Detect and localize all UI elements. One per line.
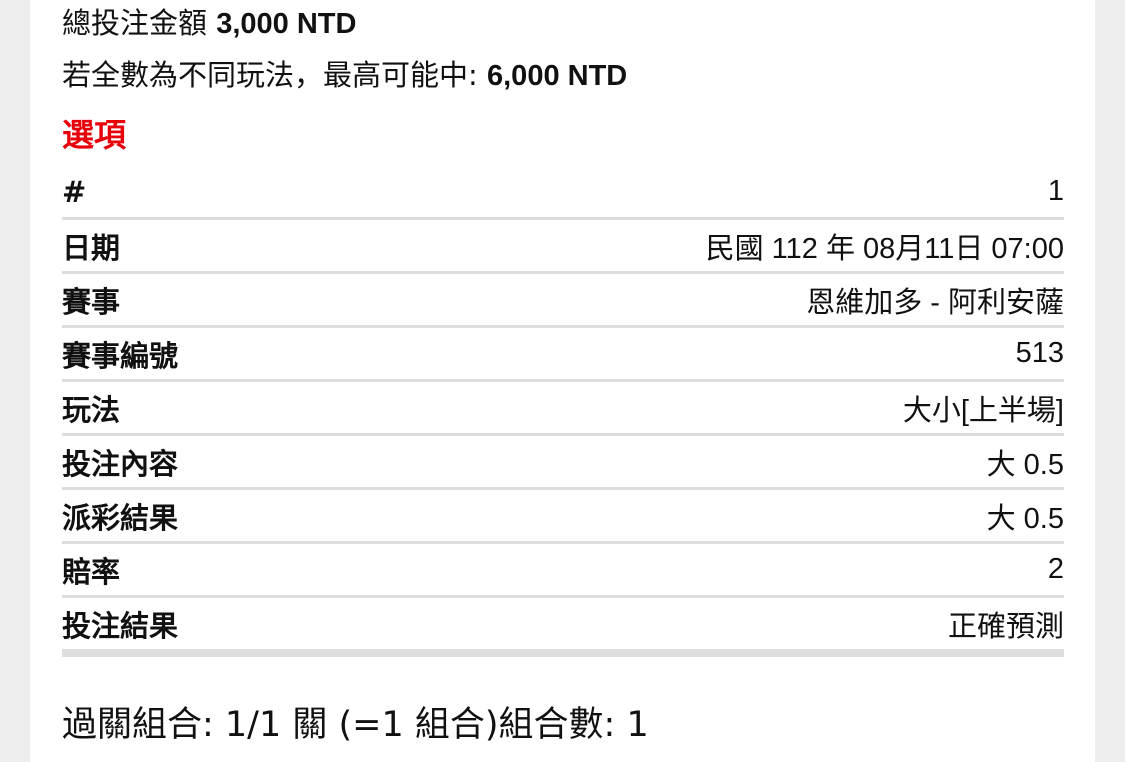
table-row: #1 (62, 166, 1064, 220)
max-win-line: 若全數為不同玩法，最高可能中: 6,000 NTD (62, 52, 627, 94)
total-bet-value: 3,000 NTD (216, 8, 357, 40)
row-label: 賽事 (62, 272, 308, 328)
total-bet-line: 總投注金額 3,000 NTD (62, 0, 356, 42)
row-value: 513 (307, 326, 1064, 382)
row-label: 日期 (62, 218, 308, 274)
row-value: 恩維加多 - 阿利安薩 (307, 272, 1064, 328)
row-label: 玩法 (62, 380, 308, 436)
options-title: 選項 (62, 116, 127, 154)
max-win-value: 6,000 NTD (487, 60, 628, 92)
table-row: 賽事編號 513 (62, 326, 1064, 382)
table-row: 投注結果 正確預測 (62, 596, 1064, 657)
row-value: 大小[上半場] (307, 380, 1064, 436)
total-bet-label: 總投注金額 (62, 6, 208, 40)
table-row: 投注內容大 0.5 (62, 434, 1064, 490)
row-value: 1 (307, 166, 1064, 220)
table-row: 玩法 大小[上半場] (62, 380, 1064, 436)
row-label: 投注內容 (62, 434, 308, 490)
table-row: 日期 民國 112 年 08月11日 07:00 (62, 218, 1064, 274)
row-value: 大 0.5 (307, 434, 1064, 490)
parlay-combo-text: 過關組合: 1/1 關 (=1 組合)組合數: 1 (62, 705, 649, 745)
row-label: 投注結果 (62, 596, 308, 657)
row-label: 派彩結果 (62, 488, 308, 544)
bet-detail-panel: 總投注金額 3,000 NTD 若全數為不同玩法，最高可能中: 6,000 NT… (30, 0, 1095, 762)
row-label: # (62, 166, 308, 220)
table-row: 派彩結果大 0.5 (62, 488, 1064, 544)
max-win-label: 若全數為不同玩法，最高可能中: (62, 58, 487, 92)
row-value: 大 0.5 (307, 488, 1064, 544)
table-row: 賠率 2 (62, 542, 1064, 598)
table-row: 賽事 恩維加多 - 阿利安薩 (62, 272, 1064, 328)
row-value: 民國 112 年 08月11日 07:00 (307, 218, 1064, 274)
row-label: 賠率 (62, 542, 308, 598)
options-table: #1 日期 民國 112 年 08月11日 07:00 賽事 恩維加多 - 阿利安薩 賽事… (62, 166, 1064, 657)
row-value: 2 (307, 542, 1064, 598)
row-value: 正確預測 (307, 596, 1064, 657)
row-label: 賽事編號 (62, 326, 308, 382)
